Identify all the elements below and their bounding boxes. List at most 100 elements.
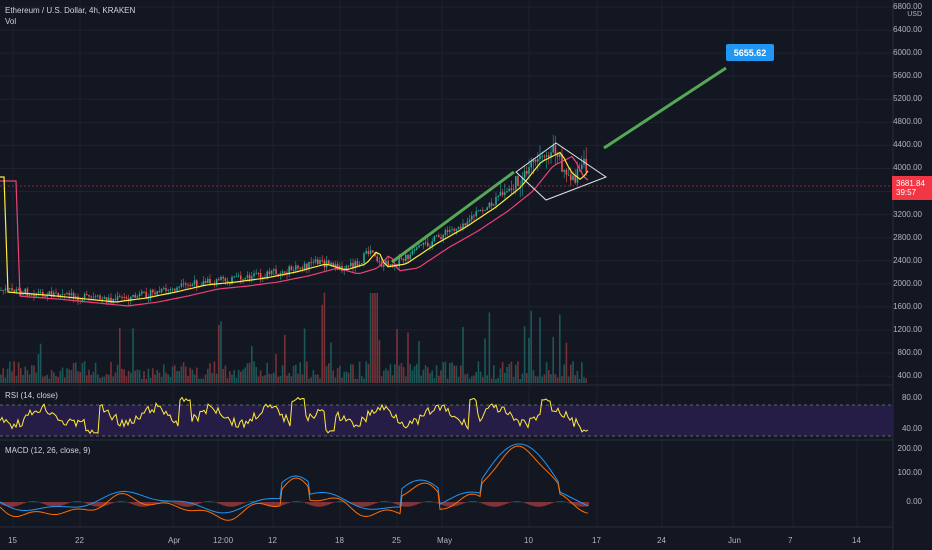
- target-price-tag[interactable]: 5655.62: [726, 44, 774, 61]
- volume-bar: [193, 374, 196, 383]
- macd-histogram-bar: [185, 502, 187, 507]
- volume-bar: [479, 371, 482, 383]
- macd-histogram-bar: [111, 502, 113, 504]
- candle: [290, 266, 293, 271]
- macd-histogram-bar: [177, 502, 179, 505]
- macd-histogram-bar: [81, 501, 83, 503]
- candle: [554, 145, 557, 154]
- volume-bar: [314, 374, 317, 383]
- candle: [466, 221, 469, 226]
- candle: [543, 155, 546, 157]
- volume-bar: [268, 373, 271, 383]
- volume-bar: [501, 362, 504, 383]
- volume-bar: [108, 374, 110, 383]
- macd-histogram-bar: [195, 502, 197, 505]
- macd-histogram-bar: [527, 502, 529, 505]
- volume-bar: [123, 369, 125, 383]
- candle: [237, 275, 240, 277]
- candle: [42, 291, 44, 297]
- candle: [235, 275, 238, 277]
- volume-bar: [33, 365, 35, 383]
- volume-bar: [532, 370, 535, 383]
- candle: [39, 291, 42, 293]
- volume-bar: [563, 364, 565, 383]
- volume-bar: [290, 376, 293, 383]
- macd-legend[interactable]: MACD (12, 26, close, 9): [5, 446, 91, 455]
- macd-histogram-bar: [79, 501, 81, 503]
- volume-bar: [125, 376, 128, 383]
- candle: [143, 291, 145, 293]
- volume-bar: [402, 367, 405, 383]
- macd-histogram-bar: [57, 502, 59, 507]
- volume-bar: [545, 362, 548, 383]
- candle: [475, 211, 477, 217]
- candle: [303, 263, 306, 270]
- macd-histogram-bar: [83, 502, 85, 503]
- macd-histogram-bar: [119, 501, 121, 503]
- diamond-pattern[interactable]: [515, 142, 608, 201]
- macd-histogram-bar: [529, 502, 531, 505]
- candle: [145, 291, 147, 299]
- volume-bar: [229, 371, 231, 383]
- candle: [72, 293, 75, 298]
- symbol-title[interactable]: Ethereum / U.S. Dollar, 4h, KRAKEN: [5, 6, 136, 15]
- candle: [185, 283, 187, 285]
- time-tick: 15: [8, 536, 17, 545]
- macd-histogram-bar: [59, 502, 61, 507]
- volume-bar: [358, 361, 361, 383]
- volume-bar: [367, 363, 370, 383]
- volume-bar: [200, 378, 202, 383]
- candle: [86, 293, 88, 295]
- volume-bar: [310, 377, 312, 383]
- macd-histogram-bar: [243, 502, 245, 504]
- volume-bar: [398, 365, 400, 383]
- candle: [202, 281, 205, 286]
- volume-bar: [435, 365, 438, 383]
- volume-bar: [330, 342, 332, 383]
- volume-bar: [292, 365, 295, 383]
- candle: [90, 296, 92, 298]
- volume-bar: [72, 363, 75, 383]
- macd-histogram-bar: [75, 501, 77, 503]
- volume-bar: [147, 368, 150, 383]
- macd-histogram-bar: [151, 502, 153, 505]
- trend-line-projection[interactable]: [603, 66, 727, 150]
- volume-bar: [299, 362, 301, 383]
- macd-histogram-bar: [309, 502, 311, 505]
- candle: [523, 170, 526, 179]
- volume-bar: [455, 365, 458, 383]
- volume-legend[interactable]: Vol: [5, 17, 17, 26]
- macd-histogram-bar: [563, 501, 565, 503]
- volume-bar: [365, 361, 367, 383]
- candle: [231, 276, 233, 284]
- candle: [246, 275, 249, 278]
- volume-bar: [499, 368, 502, 383]
- volume-bar: [244, 367, 246, 383]
- volume-bar: [13, 361, 15, 383]
- candle: [99, 295, 101, 300]
- macd-histogram-bar: [315, 502, 317, 507]
- volume-bar: [387, 370, 389, 383]
- macd-histogram-bar: [321, 502, 323, 507]
- candle: [482, 210, 484, 212]
- macd-histogram-bar: [499, 502, 501, 507]
- trend-line-lower[interactable]: [391, 170, 515, 264]
- macd-histogram-bar: [451, 502, 453, 507]
- candle: [196, 280, 198, 288]
- rsi-legend[interactable]: RSI (14, close): [5, 391, 58, 400]
- candle: [253, 273, 255, 277]
- volume-bar: [59, 370, 62, 383]
- macd-histogram-bar: [497, 502, 499, 507]
- volume-bar: [136, 369, 139, 383]
- candle: [20, 290, 22, 295]
- candle: [422, 242, 425, 245]
- macd-histogram-bar: [481, 502, 483, 504]
- volume-bar: [334, 377, 337, 383]
- candle: [442, 235, 444, 240]
- price-candles[interactable]: [0, 134, 587, 306]
- candle: [112, 298, 114, 303]
- macd-histogram-bar: [501, 502, 503, 506]
- macd-histogram-bar: [263, 502, 265, 505]
- macd-histogram-bar: [355, 502, 357, 506]
